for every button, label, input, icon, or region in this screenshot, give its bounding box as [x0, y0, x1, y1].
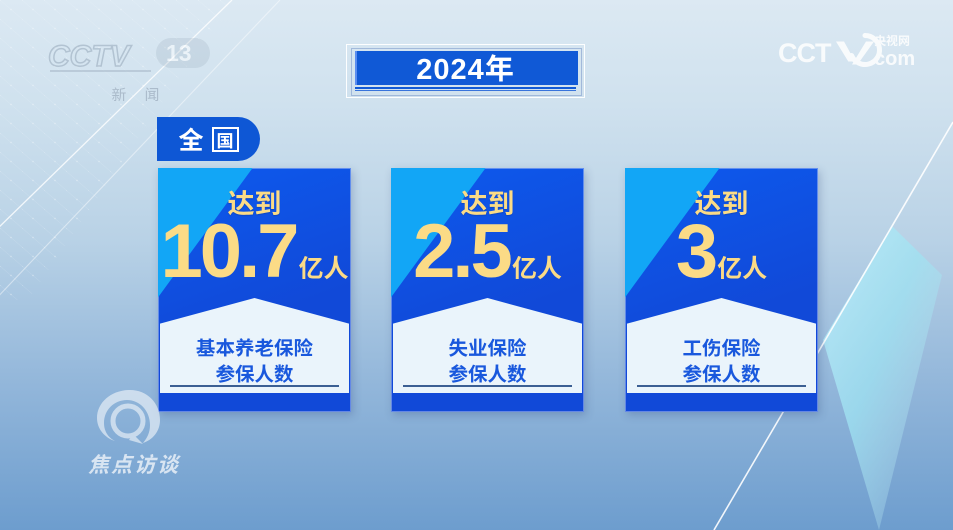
svg-text:CCTV: CCTV	[48, 40, 133, 73]
svg-text:com: com	[874, 48, 915, 70]
svg-text:CCT: CCT	[778, 38, 832, 68]
svg-text:央视网: 央视网	[874, 32, 910, 49]
svg-text:13: 13	[166, 40, 192, 66]
